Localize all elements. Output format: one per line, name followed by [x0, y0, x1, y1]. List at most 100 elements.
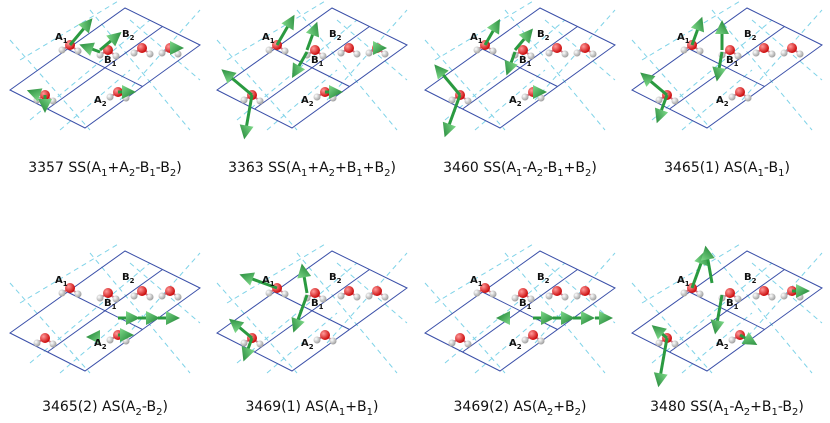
- oxygen-atom: [725, 45, 735, 55]
- hydrogen-atom: [34, 340, 41, 347]
- hydrogen-atom: [449, 97, 456, 104]
- hydrogen-atom: [656, 340, 663, 347]
- subscript: 2: [337, 277, 342, 285]
- caption-text: ): [784, 160, 789, 176]
- hydrogen-atom: [528, 296, 535, 303]
- subscript: 1: [112, 303, 117, 311]
- arrow: [595, 311, 613, 325]
- atom-label: B2: [122, 29, 135, 42]
- hydrogen-atom: [366, 293, 373, 300]
- caption-text: ): [798, 399, 803, 415]
- arrow-shaft: [229, 76, 252, 95]
- caption: 3460 SS(A1-A2-B1+B2): [443, 160, 597, 179]
- caption-text: +B: [553, 399, 574, 415]
- arrow: [553, 311, 575, 325]
- atom-letter: B: [329, 272, 337, 283]
- atom-letter: B: [537, 272, 545, 283]
- subscript: 2: [752, 34, 757, 42]
- caption: 3480 SS(A1-A2+B1-B2): [650, 399, 804, 418]
- caption: 3465(1) AS(A1-B1): [664, 160, 790, 179]
- figure: A1B2B1A23357 SS(A1+A2-B1-B2)A1B2B1A23363…: [0, 0, 830, 423]
- hydrogen-atom: [590, 294, 597, 301]
- hydrogen-atom: [672, 341, 679, 348]
- oxygen-atom: [735, 87, 745, 97]
- caption-text: 3480 SS(A: [650, 399, 723, 415]
- hydrogen-atom: [753, 50, 760, 57]
- arrow-head: [438, 122, 456, 140]
- hydrogen-atom: [681, 290, 688, 297]
- hydrogen-atom: [354, 294, 361, 301]
- caption-text: 3460 SS(A: [443, 160, 516, 176]
- hydrogen-atom: [59, 290, 66, 297]
- atom-letter: B: [311, 55, 319, 66]
- hydrogen-atom: [490, 291, 497, 298]
- oxygen-atom: [137, 286, 147, 296]
- hydrogen-atom: [320, 296, 327, 303]
- subscript: 2: [130, 277, 135, 285]
- caption-text: +B: [345, 399, 366, 415]
- caption-text: 3465(2) AS(A: [42, 399, 136, 415]
- oxygen-atom: [40, 333, 50, 343]
- atom-letter: B: [726, 298, 734, 309]
- subscript: 1: [527, 60, 532, 68]
- caption-text: 3363 SS(A: [228, 160, 301, 176]
- oxygen-atom: [455, 333, 465, 343]
- subscript: 2: [102, 100, 107, 108]
- caption-text: ): [581, 399, 586, 415]
- caption-text: -B: [135, 160, 149, 176]
- arrow-head: [691, 14, 709, 32]
- hydrogen-atom: [574, 293, 581, 300]
- atom-letter: B: [311, 298, 319, 309]
- oxygen-atom: [344, 286, 354, 296]
- arrow: [138, 311, 160, 325]
- atom-label: B2: [122, 272, 135, 285]
- arrow-shaft: [297, 295, 307, 323]
- arrow-head: [306, 19, 324, 37]
- caption-text: -A: [522, 160, 537, 176]
- caption-text: +A: [307, 160, 329, 176]
- hydrogen-atom: [50, 341, 57, 348]
- arrow-head: [561, 311, 575, 325]
- caption-text: -B: [156, 160, 170, 176]
- panel: A1B2B1A23465(1) AS(A1-B1): [632, 0, 822, 179]
- hydrogen-atom: [75, 48, 82, 55]
- caption-text: 3469(2) AS(A: [454, 399, 548, 415]
- arrow-head: [599, 311, 613, 325]
- oxygen-atom: [372, 286, 382, 296]
- atom-label: A2: [94, 95, 107, 108]
- hydrogen-atom: [147, 51, 154, 58]
- oxygen-atom: [552, 43, 562, 53]
- subscript: 1: [734, 303, 739, 311]
- hydrogen-atom: [546, 293, 553, 300]
- hydrogen-atom: [697, 291, 704, 298]
- hydrogen-atom: [330, 338, 337, 345]
- hydrogen-atom: [338, 50, 345, 57]
- oxygen-atom: [310, 45, 320, 55]
- oxygen-atom: [320, 330, 330, 340]
- subscript: 1: [478, 280, 483, 288]
- hydrogen-atom: [590, 51, 597, 58]
- hydrogen-atom: [672, 98, 679, 105]
- hydrogen-atom: [382, 294, 389, 301]
- hydrogen-atom: [697, 48, 704, 55]
- oxygen-atom: [103, 288, 113, 298]
- hydrogen-atom: [159, 50, 166, 57]
- hydrogen-atom: [512, 295, 519, 302]
- subscript: 2: [130, 34, 135, 42]
- subscript: 2: [102, 343, 107, 351]
- hydrogen-atom: [366, 50, 373, 57]
- arrow-head: [487, 16, 506, 35]
- subscript: 1: [319, 303, 324, 311]
- hydrogen-atom: [781, 293, 788, 300]
- hydrogen-atom: [546, 50, 553, 57]
- hydrogen-atom: [474, 290, 481, 297]
- atom-label: A2: [301, 338, 314, 351]
- hydrogen-atom: [159, 293, 166, 300]
- hydrogen-atom: [147, 294, 154, 301]
- hydrogen-atom: [282, 291, 289, 298]
- caption: 3363 SS(A1+A2+B1+B2): [228, 160, 396, 179]
- caption-text: ): [390, 160, 395, 176]
- subscript: 1: [734, 60, 739, 68]
- caption-text: 3357 SS(A: [28, 160, 101, 176]
- arrow-head: [281, 11, 300, 30]
